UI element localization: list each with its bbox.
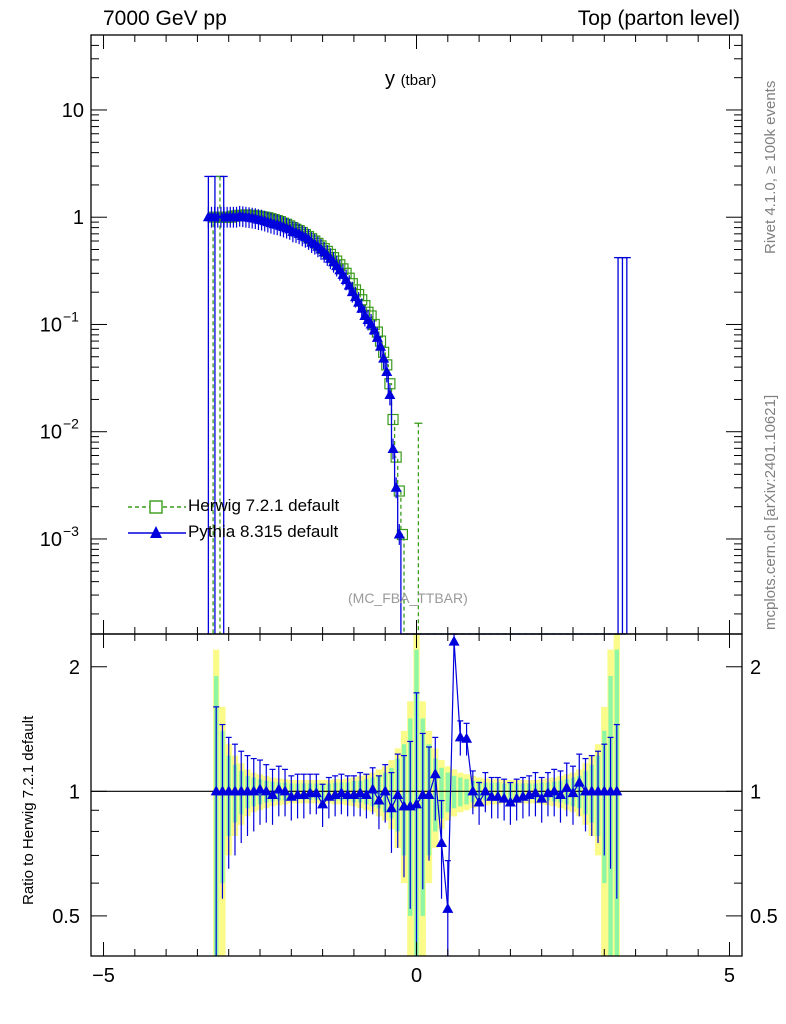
- pythia-point: [390, 481, 402, 492]
- ratio-point: [492, 790, 504, 801]
- pythia-point: [381, 366, 393, 377]
- ratio-line: [216, 641, 617, 909]
- plot-title-main: y: [385, 68, 395, 90]
- ratio-point: [279, 785, 291, 796]
- ratio-point: [536, 792, 548, 803]
- ratio-point: [429, 768, 441, 779]
- ratio-y-tick-label-right: 1: [750, 781, 761, 803]
- ratio-band-stat: [451, 775, 457, 809]
- ratio-point: [254, 783, 266, 794]
- pythia-point: [378, 352, 390, 363]
- ratio-point: [367, 783, 379, 794]
- pythia-point: [375, 340, 387, 351]
- x-tick-label: −5: [92, 965, 115, 987]
- ratio-point: [554, 788, 566, 799]
- ratio-y-tick-label-left: 2: [69, 657, 80, 679]
- series-line-pythia: [206, 215, 627, 635]
- ratio-point: [561, 781, 573, 792]
- ratio-point: [335, 787, 347, 798]
- legend-herwig-square: [149, 500, 163, 514]
- ratio-point: [529, 787, 541, 798]
- y-tick-label-exponent: −2: [63, 416, 79, 432]
- ratio-point: [504, 796, 516, 807]
- ratio-ylabel: Ratio to Herwig 7.2.1 default: [20, 715, 37, 905]
- ratio-curves: [91, 633, 742, 956]
- main-curves: [202, 175, 631, 635]
- pythia-point: [387, 443, 399, 454]
- legend-pythia-triangle: [150, 526, 162, 538]
- legend: Herwig 7.2.1 default Pythia 8.315 defaul…: [126, 494, 366, 550]
- ratio-point: [461, 732, 473, 743]
- ratio-point: [360, 788, 372, 799]
- ratio-point: [479, 785, 491, 796]
- analysis-tag: (MC_FBA_TTBAR): [348, 590, 468, 606]
- ratio-point: [448, 635, 460, 646]
- header-left: 7000 GeV pp: [103, 7, 227, 30]
- y-tick-label: 10: [40, 529, 62, 551]
- x-tick-label: 5: [724, 965, 735, 987]
- legend-herwig-marker: [128, 500, 186, 514]
- herwig-point: [387, 413, 399, 426]
- legend-herwig-label: Herwig 7.2.1 default: [188, 496, 340, 515]
- plot-title: y (tbar): [385, 68, 436, 91]
- y-tick-label-exponent: −1: [63, 308, 79, 324]
- ratio-point: [611, 785, 623, 796]
- legend-pythia-marker: [128, 526, 186, 538]
- x-tick-label: 0: [411, 965, 422, 987]
- y-tick-label: 10: [40, 422, 62, 444]
- pythia-point: [384, 388, 396, 399]
- y-tick-label: 10: [62, 100, 84, 122]
- ratio-y-tick-label-right: 0.5: [750, 906, 778, 928]
- ratio-point: [273, 783, 285, 794]
- side-mcplots-label: mcplots.cern.ch [arXiv:2401.10621]: [762, 394, 779, 630]
- side-rivet-label: Rivet 4.1.0, ≥ 100k events: [762, 80, 779, 254]
- ratio-band-stat: [439, 767, 444, 819]
- plot-title-sub: (tbar): [400, 72, 437, 89]
- y-tick-label-exponent: −3: [63, 523, 79, 539]
- ratio-point: [354, 787, 366, 798]
- series-line-herwig: [206, 214, 627, 635]
- header-right: Top (parton level): [577, 7, 740, 30]
- ticks: [91, 34, 742, 957]
- y-tick-label: 10: [40, 314, 62, 336]
- ratio-point: [267, 788, 279, 799]
- legend-pythia-label: Pythia 8.315 default: [188, 522, 339, 541]
- pythia-point: [393, 528, 405, 539]
- ratio-band-stat: [445, 772, 450, 813]
- ratio-y-tick-label-left: 0.5: [52, 906, 80, 928]
- ratio-y-tick-label-right: 2: [750, 657, 761, 679]
- ratio-point: [310, 787, 322, 798]
- y-tick-label: 1: [73, 207, 84, 229]
- ratio-y-tick-label-left: 1: [69, 781, 80, 803]
